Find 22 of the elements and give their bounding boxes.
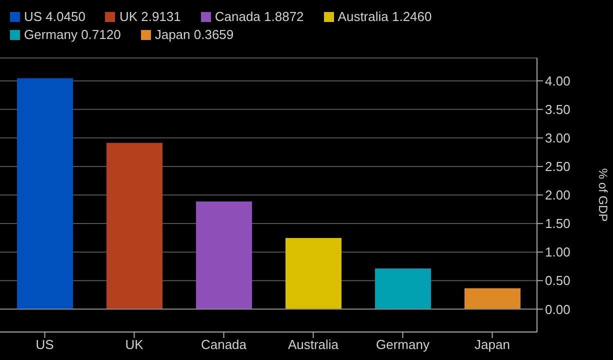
y2-axis-title: % of GDP xyxy=(596,168,610,222)
y-tick-label: 2.50 xyxy=(545,159,570,174)
y-tick-label: 0.00 xyxy=(545,302,570,317)
legend-label: Japan 0.3659 xyxy=(154,27,234,42)
x-tick-label: Japan xyxy=(474,337,510,352)
x-tick-label: Germany xyxy=(376,337,430,352)
y-tick-label: 3.50 xyxy=(545,102,570,117)
x-tick-label: Australia xyxy=(288,337,340,352)
legend-label: US 4.0450 xyxy=(24,9,86,24)
legend-label: Germany 0.7120 xyxy=(24,27,121,42)
legend-label: UK 2.9131 xyxy=(119,9,181,24)
y-tick-label: 0.50 xyxy=(545,273,570,288)
x-tick-label: US xyxy=(36,337,54,352)
legend-label: Australia 1.2460 xyxy=(338,9,432,24)
y-tick-label: 1.50 xyxy=(545,216,570,232)
y-tick-label: 3.00 xyxy=(545,130,570,146)
x-tick-label: UK xyxy=(125,337,144,352)
y-tick-label: 4.00 xyxy=(545,73,570,88)
y-tick-label: 2.00 xyxy=(545,188,570,203)
legend-label: Canada 1.8872 xyxy=(214,9,304,24)
x-tick-label: Canada xyxy=(200,337,248,352)
y-tick-label: 1.00 xyxy=(545,244,570,260)
